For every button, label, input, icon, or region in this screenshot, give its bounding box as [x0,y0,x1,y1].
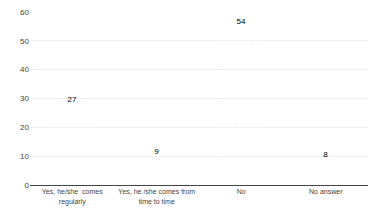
svg-text:10: 10 [20,152,29,161]
svg-text:No: No [237,188,246,195]
svg-text:No answer: No answer [309,188,343,195]
svg-text:60: 60 [20,8,29,17]
svg-text:27: 27 [68,95,77,104]
svg-text:54: 54 [237,17,246,26]
svg-text:Yes, he/she comesregularly: Yes, he/she comesregularly [42,188,103,205]
svg-text:50: 50 [20,37,29,46]
svg-text:9: 9 [154,147,159,156]
svg-text:8: 8 [323,150,328,159]
svg-text:40: 40 [20,65,29,74]
svg-text:30: 30 [20,94,29,103]
svg-text:0: 0 [25,181,30,190]
svg-text:20: 20 [20,123,29,132]
svg-text:Yes, he /she comes fromtime to: Yes, he /she comes fromtime to time [118,188,195,204]
